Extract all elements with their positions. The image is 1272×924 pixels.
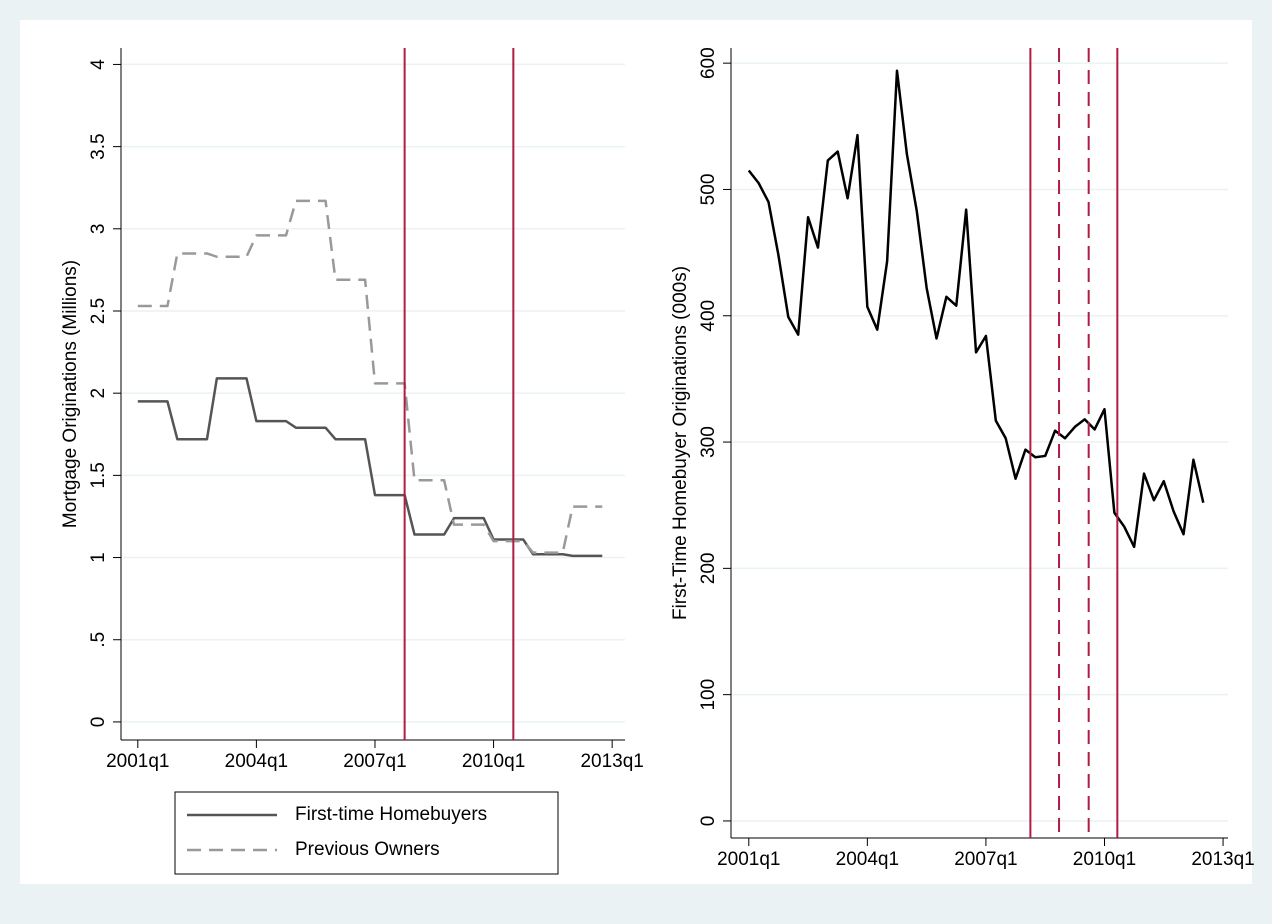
x-tick-label: 2004q1 — [225, 751, 288, 772]
legend-box — [174, 791, 559, 875]
y-tick-label: 600 — [698, 47, 719, 79]
y-tick-label: 3.5 — [88, 133, 109, 159]
y-axis-title: Mortgage Originations (Millions) — [60, 260, 81, 528]
y-tick-label: 1.5 — [88, 462, 109, 488]
y-tick-label: 400 — [698, 300, 719, 332]
y-tick-label: 3 — [88, 224, 109, 235]
x-tick-label: 2001q1 — [106, 751, 169, 772]
series-line — [137, 199, 603, 554]
y-tick-label: 1 — [88, 552, 109, 563]
y-tick-label: 2.5 — [88, 298, 109, 324]
y-tick-label: 4 — [88, 59, 109, 70]
y-tick-label: 300 — [698, 426, 719, 458]
x-tick-label: 2010q1 — [462, 751, 525, 772]
x-tick-label: 2013q1 — [1191, 849, 1254, 870]
x-tick-label: 2013q1 — [580, 751, 643, 772]
y-tick-label: 200 — [698, 553, 719, 585]
y-tick-label: 500 — [698, 174, 719, 206]
series-line — [747, 69, 1205, 549]
x-tick-label: 2001q1 — [717, 849, 780, 870]
x-tick-label: 2004q1 — [836, 849, 899, 870]
y-tick-label: 2 — [88, 388, 109, 399]
y-tick-label: 0 — [698, 816, 719, 827]
series-line — [137, 377, 603, 558]
legend-label: First-time Homebuyers — [295, 804, 487, 825]
y-tick-label: .5 — [88, 632, 109, 648]
y-tick-label: 0 — [88, 717, 109, 728]
x-tick-label: 2010q1 — [1073, 849, 1136, 870]
x-tick-label: 2007q1 — [954, 849, 1017, 870]
x-tick-label: 2007q1 — [343, 751, 406, 772]
legend-label: Previous Owners — [295, 839, 440, 860]
y-tick-label: 100 — [698, 679, 719, 711]
y-axis-title: First-Time Homebuyer Originations (000s) — [670, 266, 691, 620]
